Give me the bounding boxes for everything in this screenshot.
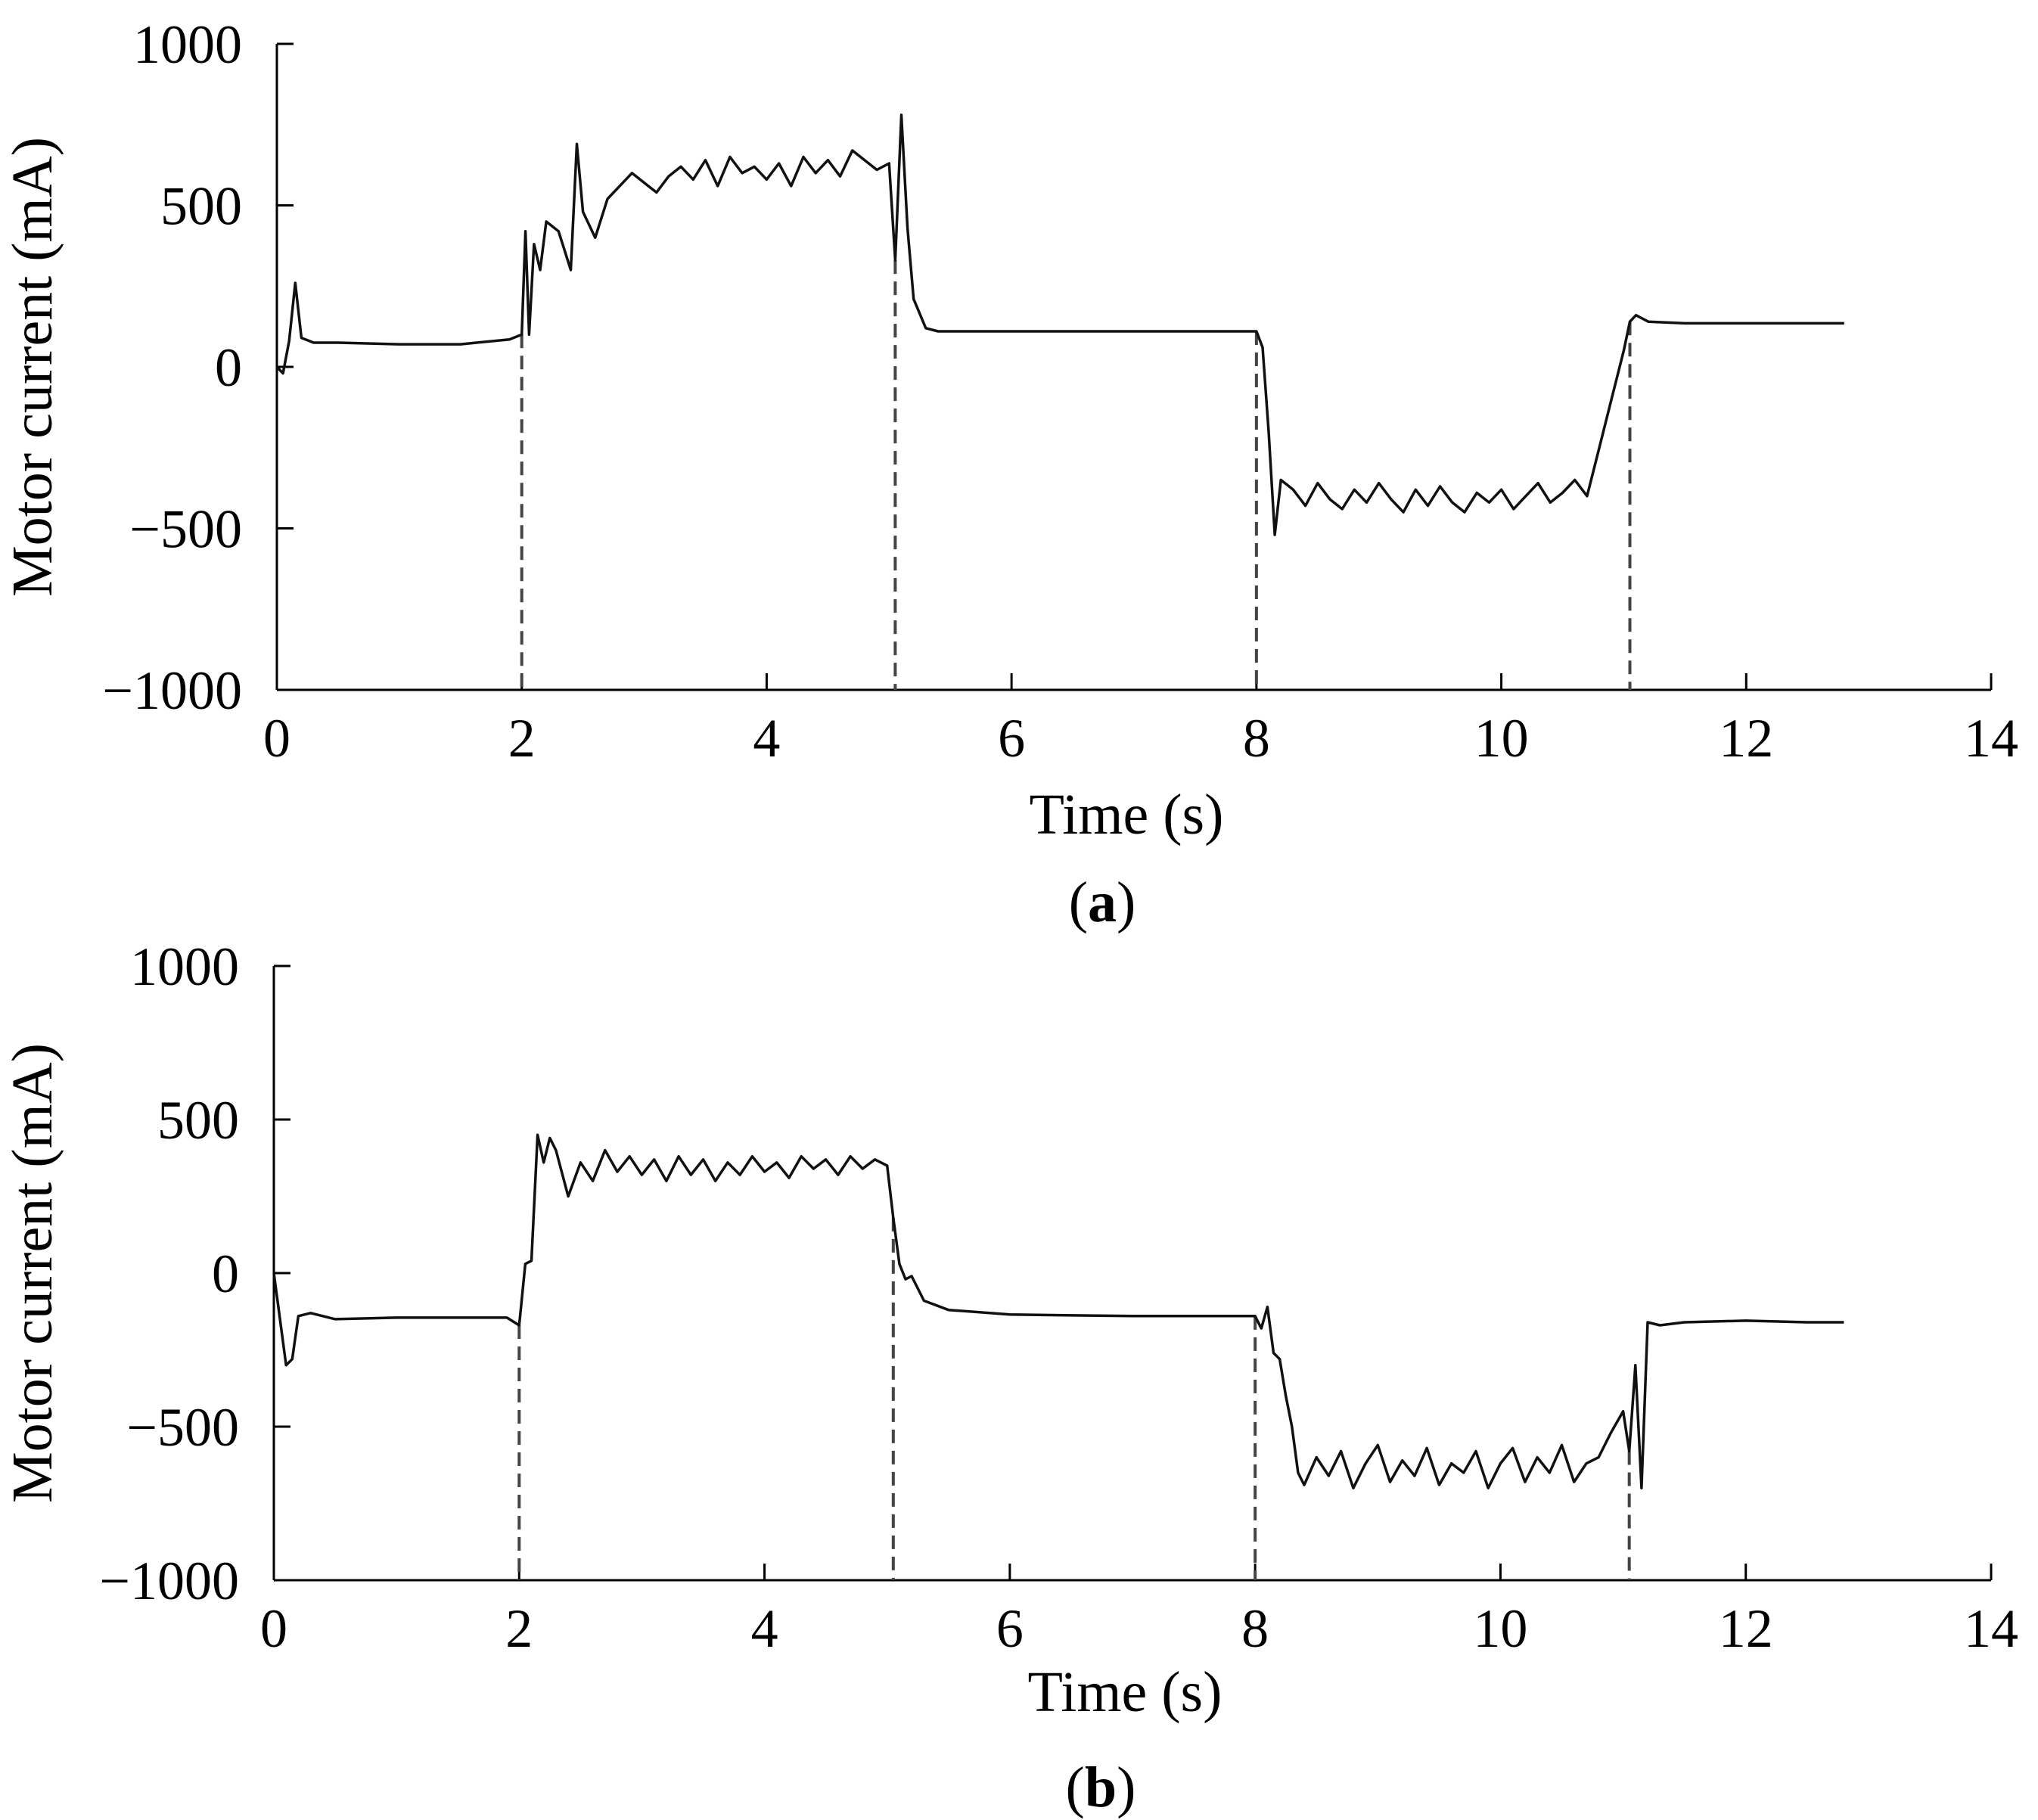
x-tick-label: 14 [1964, 1598, 2018, 1659]
current-series-line [272, 1133, 1844, 1489]
x-tick-label: 14 [1964, 708, 2018, 769]
y-tick-label: 0 [215, 337, 242, 398]
y-tick-label: 0 [212, 1244, 239, 1304]
panel-label: (b) [1066, 1756, 1136, 1819]
y-tick-label: −500 [129, 499, 242, 560]
x-tick-label: 10 [1473, 1598, 1527, 1659]
y-tick-label: 500 [160, 176, 242, 237]
x-tick-label: 0 [263, 708, 290, 769]
chart-panel-b: 0 2 4 6 8 10 12 14 1000 500 0 −500 −1000 Time (s) Moto… [1, 936, 2018, 1819]
x-tick-label: 10 [1474, 708, 1529, 769]
y-axis-title: Motor current (mA) [1, 1043, 64, 1503]
x-tick-label: 6 [996, 1598, 1024, 1659]
y-tick-label: −500 [126, 1397, 239, 1458]
y-tick-label: −1000 [99, 1551, 239, 1611]
x-tick-label: 4 [751, 1598, 778, 1659]
x-tick-label: 2 [505, 1598, 533, 1659]
y-axis-title: Motor current (mA) [1, 137, 64, 597]
x-tick-label: 6 [998, 708, 1025, 769]
y-tick-label: −1000 [102, 660, 242, 721]
x-axis-title: Time (s) [1028, 1660, 1222, 1724]
x-tick-label: 0 [260, 1598, 287, 1659]
x-tick-label: 8 [1243, 708, 1270, 769]
current-series-line [275, 113, 1844, 536]
x-tick-label: 8 [1241, 1598, 1269, 1659]
y-tick-label: 500 [157, 1090, 239, 1151]
x-tick-label: 12 [1719, 1598, 1773, 1659]
y-tick-label: 1000 [133, 14, 242, 75]
x-tick-label: 2 [508, 708, 536, 769]
panel-label: (a) [1069, 871, 1136, 934]
x-axis-title: Time (s) [1030, 783, 1224, 846]
chart-panel-a: 0 2 4 6 8 10 12 14 1000 500 0 −500 −1000 Time (s) Moto… [1, 14, 2018, 934]
x-tick-label: 4 [753, 708, 780, 769]
x-tick-label: 12 [1719, 708, 1773, 769]
y-tick-label: 1000 [130, 936, 239, 997]
